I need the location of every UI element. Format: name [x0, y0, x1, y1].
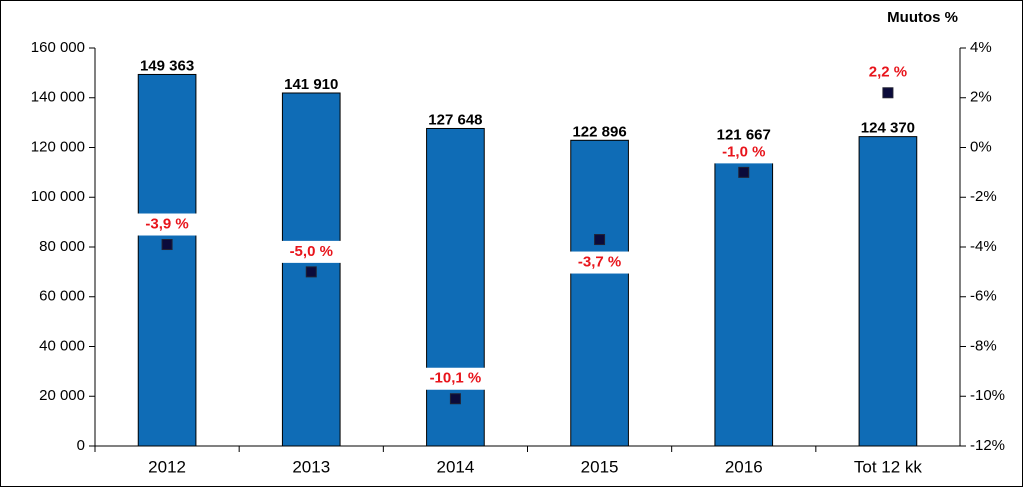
bar [714, 142, 774, 447]
y-tick-label: 40 000 [39, 337, 85, 354]
bar-value-label: 121 667 [717, 126, 771, 143]
bar [858, 136, 918, 447]
point [449, 393, 461, 405]
x-tick-label: 2015 [581, 457, 619, 476]
y2-tick-label: -12% [970, 437, 1005, 454]
bar [570, 139, 629, 447]
y2-tick-label: -6% [970, 288, 997, 305]
y2-tick-label: -2% [970, 188, 997, 205]
y2-tick-label: -8% [970, 337, 997, 354]
x-tick-label: 2013 [292, 457, 330, 476]
y-tick-label: 140 000 [31, 89, 85, 106]
point [738, 166, 750, 178]
y2-tick-label: 2% [970, 89, 992, 106]
y-tick-label: 120 000 [31, 138, 85, 155]
bar-value-label: 124 370 [861, 120, 915, 137]
change-value-label: -5,0 % [290, 243, 333, 260]
x-tick-label: 2014 [437, 457, 475, 476]
x-tick-label: Tot 12 kk [854, 457, 923, 476]
bar [426, 127, 485, 447]
y2-tick-label: 4% [970, 39, 992, 56]
label-box [713, 141, 774, 164]
label-box [569, 251, 630, 274]
y2-tick-label: 0% [970, 138, 992, 155]
change-value-label: 2,2 % [869, 64, 907, 81]
bar-value-label: 122 896 [572, 123, 626, 140]
y-tick-label: 0 [77, 437, 85, 454]
bar [137, 73, 197, 447]
change-value-label: -3,9 % [145, 215, 188, 232]
x-tick-label: 2012 [148, 457, 186, 476]
change-value-label: -10,1 % [430, 370, 482, 387]
bar-value-label: 141 910 [284, 76, 338, 93]
y-tick-label: 60 000 [39, 288, 85, 305]
y-tick-label: 20 000 [39, 387, 85, 404]
y-tick-label: 80 000 [39, 238, 85, 255]
y-tick-label: 100 000 [31, 188, 85, 205]
change-value-label: -1,0 % [722, 143, 765, 160]
point [882, 87, 894, 99]
point [305, 266, 317, 278]
bar-value-label: 127 648 [428, 111, 482, 128]
point [594, 234, 606, 246]
x-tick-label: 2016 [725, 457, 763, 476]
y2-tick-label: -10% [970, 387, 1005, 404]
label-box [281, 240, 342, 263]
label-box [857, 61, 918, 84]
y-tick-label: 160 000 [31, 39, 85, 56]
label-box [425, 367, 486, 390]
bar-value-label: 149 363 [140, 57, 194, 74]
change-value-label: -3,7 % [578, 254, 621, 271]
y2-axis-label: Muutos % [887, 9, 958, 26]
label-box [137, 213, 198, 236]
point [161, 239, 173, 251]
y2-tick-label: -4% [970, 238, 997, 255]
